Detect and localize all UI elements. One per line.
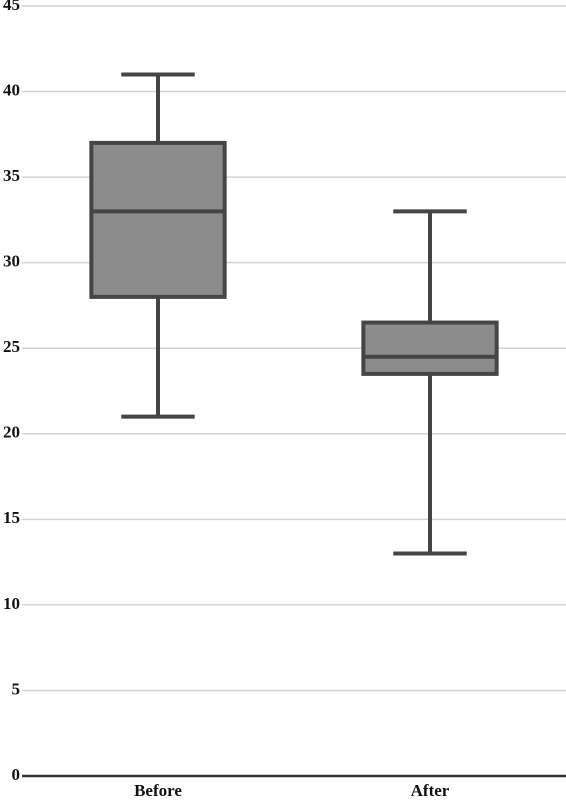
y-tick-label: 45 [3,0,20,14]
box [89,140,227,299]
y-tick-label: 0 [12,765,21,784]
y-tick-label: 15 [3,508,20,527]
y-tick-label: 25 [3,337,20,356]
y-tick-label: 30 [3,252,20,271]
y-tick-label: 40 [3,80,20,99]
box [361,320,499,376]
y-tick-label: 10 [3,594,20,613]
y-tick-label: 20 [3,423,20,442]
x-tick-label: Before [134,781,182,800]
y-tick-label: 35 [3,166,20,185]
y-tick-label: 5 [12,679,21,698]
x-tick-label: After [411,781,450,800]
